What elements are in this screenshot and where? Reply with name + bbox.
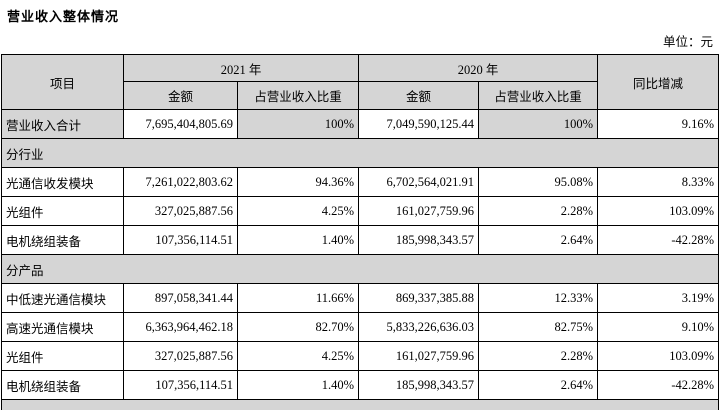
yoy-change: 9.10%: [597, 312, 719, 342]
section-label: 分行业: [0, 138, 719, 168]
header-amount-2021: 金额: [123, 81, 238, 110]
row-label: 光通信收发模块: [1, 167, 124, 197]
row-label: 营业收入合计: [1, 109, 124, 139]
pct-2020: 2.28%: [478, 196, 599, 226]
yoy-change: 103.09%: [597, 196, 719, 226]
pct-2021: 1.40%: [236, 225, 360, 255]
section-label-partial: [0, 399, 719, 410]
row-label: 中低速光通信模块: [1, 283, 124, 313]
table-row: 光组件 327,025,887.56 4.25% 161,027,759.96 …: [1, 196, 719, 226]
amount-2020: 6,702,564,021.91: [358, 167, 480, 197]
unit-label: 单位：元: [662, 35, 713, 49]
table-header-row-2: 金额 占营业收入比重 金额 占营业收入比重: [2, 81, 719, 110]
pct-2020: 2.64%: [478, 225, 599, 255]
amount-2021: 897,058,341.44: [123, 283, 238, 313]
pct-2020: 95.08%: [478, 167, 599, 197]
yoy-change: 3.19%: [597, 283, 719, 313]
header-proportion-2020: 占营业收入比重: [478, 81, 599, 110]
row-label: 电机绕组装备: [1, 225, 124, 255]
table-section-row: 分产品: [0, 254, 719, 284]
pct-2021: 4.25%: [236, 196, 360, 226]
row-label: 电机绕组装备: [1, 370, 124, 400]
pct-2021: 4.25%: [236, 341, 360, 371]
revenue-table: 项目 2021 年 2020 年 同比增减 金额 占营业收入比重 金额 占营业收…: [0, 54, 719, 410]
table-row: 光组件 327,025,887.56 4.25% 161,027,759.96 …: [1, 341, 719, 371]
amount-2020: 7,049,590,125.44: [358, 109, 480, 139]
header-amount-2020: 金额: [358, 81, 480, 110]
amount-2020: 185,998,343.57: [358, 225, 480, 255]
yoy-change: 8.33%: [597, 167, 719, 197]
table-section-row-partial: [0, 399, 719, 410]
amount-2021: 7,695,404,805.69: [123, 109, 238, 139]
yoy-change: -42.28%: [597, 370, 719, 400]
pct-2020: 2.28%: [478, 341, 599, 371]
pct-2020: 12.33%: [478, 283, 599, 313]
page-title: 营业收入整体情况: [7, 9, 120, 24]
pct-2021: 94.36%: [236, 167, 360, 197]
amount-2020: 5,833,226,636.03: [358, 312, 480, 342]
amount-2021: 327,025,887.56: [123, 341, 238, 371]
table-row: 电机绕组装备 107,356,114.51 1.40% 185,998,343.…: [1, 225, 719, 255]
pct-2021: 11.66%: [236, 283, 360, 313]
pct-2020: 100%: [478, 109, 599, 139]
amount-2020: 161,027,759.96: [358, 196, 480, 226]
table-header-row-1: 项目 2021 年 2020 年 同比增减: [1, 54, 719, 110]
table-row: 电机绕组装备 107,356,114.51 1.40% 185,998,343.…: [1, 370, 719, 400]
amount-2021: 107,356,114.51: [123, 225, 238, 255]
pct-2021: 82.70%: [236, 312, 360, 342]
amount-2021: 107,356,114.51: [123, 370, 238, 400]
amount-2020: 161,027,759.96: [358, 341, 480, 371]
row-label: 光组件: [1, 196, 124, 226]
header-year-2021: 2021 年: [122, 54, 360, 82]
row-label: 高速光通信模块: [1, 312, 124, 342]
header-item: 项目: [1, 54, 124, 110]
row-label: 光组件: [1, 341, 124, 371]
table-section-row: 分行业: [0, 138, 719, 168]
amount-2021: 327,025,887.56: [123, 196, 238, 226]
pct-2021: 1.40%: [236, 370, 360, 400]
section-label: 分产品: [0, 254, 719, 284]
table-row: 中低速光通信模块 897,058,341.44 11.66% 869,337,3…: [1, 283, 719, 313]
yoy-change: 9.16%: [597, 109, 719, 139]
amount-2021: 6,363,964,462.18: [123, 312, 238, 342]
yoy-change: 103.09%: [597, 341, 719, 371]
header-year-2020: 2020 年: [358, 54, 599, 82]
pct-2020: 2.64%: [478, 370, 599, 400]
table-row-total: 营业收入合计 7,695,404,805.69 100% 7,049,590,1…: [1, 109, 719, 139]
pct-2020: 82.75%: [478, 312, 599, 342]
amount-2021: 7,261,022,803.62: [123, 167, 238, 197]
amount-2020: 869,337,385.88: [358, 283, 480, 313]
table-row: 高速光通信模块 6,363,964,462.18 82.70% 5,833,22…: [1, 312, 719, 342]
yoy-change: -42.28%: [597, 225, 719, 255]
header-yoy: 同比增减: [597, 54, 719, 110]
table-row: 光通信收发模块 7,261,022,803.62 94.36% 6,702,56…: [1, 167, 719, 197]
amount-2020: 185,998,343.57: [358, 370, 480, 400]
pct-2021: 100%: [236, 109, 360, 139]
header-proportion-2021: 占营业收入比重: [236, 81, 360, 110]
